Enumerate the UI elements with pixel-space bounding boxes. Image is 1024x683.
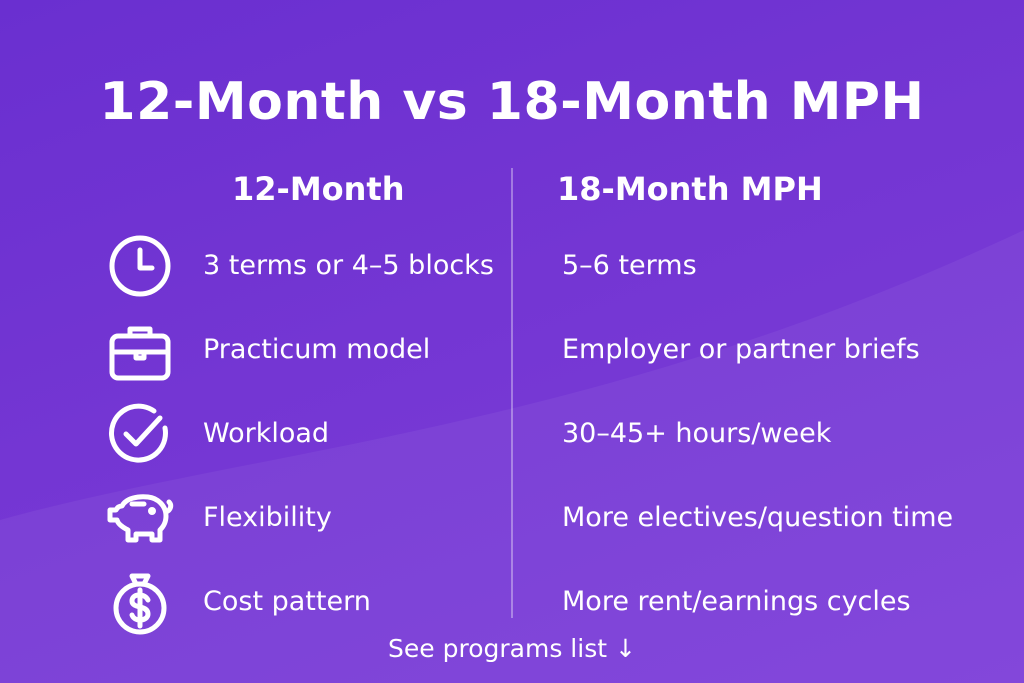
column-divider — [511, 168, 513, 618]
briefcase-icon — [104, 316, 176, 388]
row-4-12-month-value: Flexibility — [203, 502, 332, 533]
row-3-12-month-value: Workload — [203, 418, 330, 449]
row-2-12-month-value: Practicum model — [203, 334, 431, 365]
clock-icon — [104, 230, 176, 302]
piggy-bank-icon — [104, 482, 176, 554]
row-4-18-month-value: More electives/question time — [562, 502, 954, 533]
row-5-12-month-value: Cost pattern — [203, 586, 371, 617]
column-heading-12-month: 12-Month — [232, 170, 405, 208]
arrow-down-icon: ↓ — [614, 634, 636, 663]
see-programs-label: See programs list — [388, 634, 608, 663]
column-heading-18-month: 18-Month MPH — [557, 170, 823, 208]
row-1-18-month-value: 5–6 terms — [562, 250, 697, 281]
check-circle-icon — [104, 398, 176, 470]
row-5-18-month-value: More rent/earnings cycles — [562, 586, 911, 617]
row-2-18-month-value: Employer or partner briefs — [562, 334, 920, 365]
row-3-18-month-value: 30–45+ hours/week — [562, 418, 832, 449]
row-1-12-month-value: 3 terms or 4–5 blocks — [203, 250, 494, 281]
money-bag-icon — [104, 568, 176, 640]
page-title: 12-Month vs 18-Month MPH — [99, 72, 925, 132]
see-programs-link[interactable]: See programs list ↓ — [0, 634, 1024, 663]
